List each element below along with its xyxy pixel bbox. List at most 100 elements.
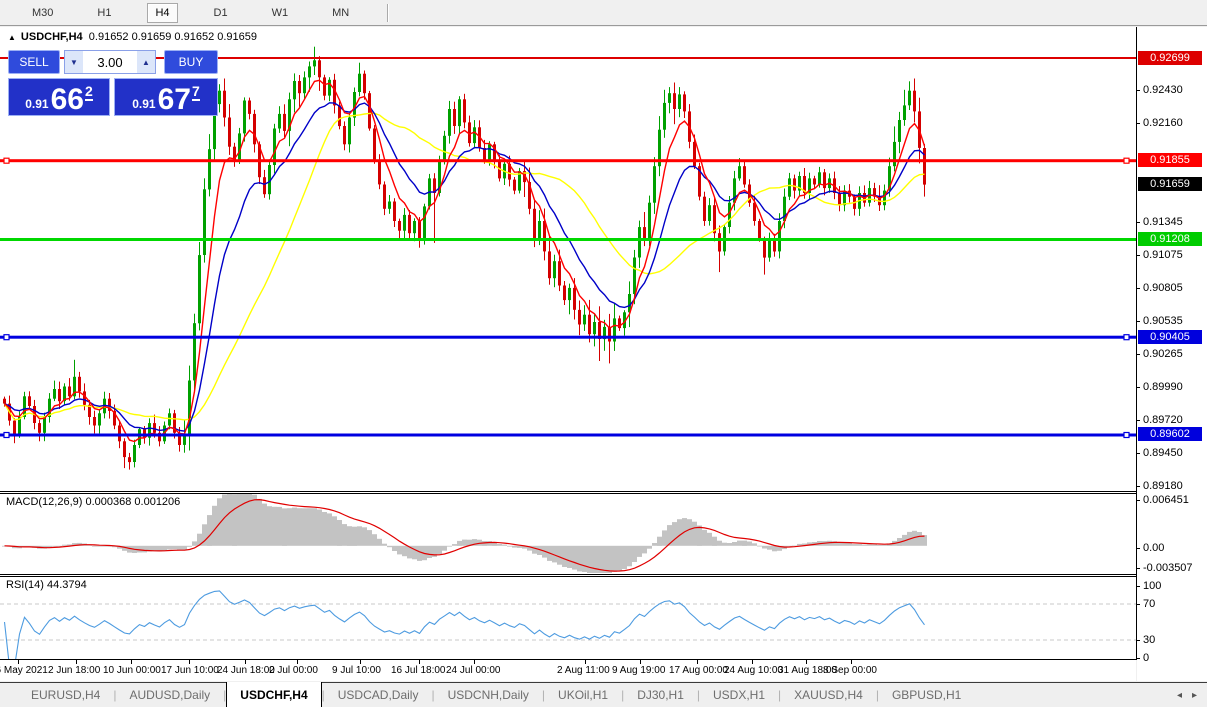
sell-price-box[interactable]: 0.91 66 2 — [8, 78, 110, 116]
time-tick — [585, 660, 586, 664]
time-tick-label: 17 Aug 00:00 — [669, 665, 728, 676]
buy-price-box[interactable]: 0.91 67 7 — [114, 78, 218, 116]
indicator-scale-tick — [1136, 604, 1140, 605]
chart-background — [0, 27, 1136, 681]
indicator-scale-tick — [1136, 640, 1140, 641]
time-tick-label: 17 Jun 10:00 — [161, 665, 219, 676]
price-tick-label: 0.89720 — [1143, 414, 1183, 426]
tab-eurusd-h4[interactable]: EURUSD,H4 — [31, 688, 101, 702]
sell-button[interactable]: SELL — [8, 50, 60, 74]
time-tick — [189, 660, 190, 664]
price-tick-label: 0.90265 — [1143, 348, 1183, 360]
time-tick-label: 10 Jun 00:00 — [103, 665, 161, 676]
indicator-scale-tick — [1136, 586, 1140, 587]
timeframe-button-d1[interactable]: D1 — [213, 6, 228, 19]
macd-label: MACD(12,26,9) 0.000368 0.001206 — [6, 496, 181, 508]
price-tick — [1136, 354, 1140, 355]
price-tick — [1136, 222, 1140, 223]
volume-decrease-icon[interactable]: ▼ — [65, 51, 83, 73]
tab-separator: | — [778, 688, 782, 702]
time-tick-label: 26 May 2021 — [0, 665, 48, 676]
time-tick — [18, 660, 19, 664]
candlestick-chart[interactable] — [0, 27, 1136, 491]
time-tick-label: 8 Sep 00:00 — [823, 665, 877, 676]
timeframe-button-mn[interactable]: MN — [332, 6, 350, 19]
macd-indicator-chart[interactable] — [0, 494, 1136, 574]
buy-price-pip: 7 — [191, 83, 200, 101]
timeframe-button-w1[interactable]: W1 — [271, 6, 289, 19]
rsi-panel-border-bottom — [0, 659, 1136, 660]
tab-separator: | — [621, 688, 625, 702]
timeframe-button-m30[interactable]: M30 — [32, 6, 54, 19]
tab-gbpusd-h1[interactable]: GBPUSD,H1 — [891, 688, 962, 702]
volume-increase-icon[interactable]: ▲ — [137, 51, 155, 73]
indicator-scale-label: 100 — [1143, 580, 1162, 592]
timeframe-button-h1[interactable]: H1 — [97, 6, 112, 19]
time-tick — [851, 660, 852, 664]
tab-scroll-left-icon[interactable]: ◂ — [1176, 689, 1182, 701]
volume-input[interactable] — [83, 51, 137, 73]
time-tick-label: 31 Aug 18:00 — [778, 665, 837, 676]
price-tick — [1136, 123, 1140, 124]
tab-dj30-h1[interactable]: DJ30,H1 — [637, 688, 684, 702]
tab-xauusd-h4[interactable]: XAUUSD,H4 — [794, 688, 863, 702]
tab-separator: | — [223, 688, 227, 702]
time-tick — [419, 660, 420, 664]
indicator-scale-label: 0.00 — [1143, 542, 1165, 554]
price-tick — [1136, 387, 1140, 388]
tab-usdcnh-daily[interactable]: USDCNH,Daily — [447, 688, 529, 702]
tab-audusd-daily[interactable]: AUDUSD,Daily — [129, 688, 211, 702]
rsi-indicator-chart[interactable] — [0, 577, 1136, 659]
price-tick-label: 0.89180 — [1143, 480, 1183, 492]
price-badge-089602: 0.89602 — [1138, 427, 1202, 441]
price-tick — [1136, 255, 1140, 256]
time-tick — [245, 660, 246, 664]
price-badge-090405: 0.90405 — [1138, 330, 1202, 344]
price-tick — [1136, 288, 1140, 289]
timeframe-button-h4[interactable]: H4 — [147, 2, 178, 23]
time-tick-label: 24 Aug 10:00 — [724, 665, 783, 676]
symbol-tab-bar: EURUSD,H4 | AUDUSD,Daily | USDCHF,H4 | USDCAD,… — [0, 682, 1207, 707]
time-tick-label: 16 Jul 18:00 — [391, 665, 446, 676]
time-tick-label: 2 Aug 11:00 — [557, 665, 610, 676]
indicator-scale-label: -0.003507 — [1143, 562, 1193, 574]
tab-scroll-right-icon[interactable]: ▸ — [1191, 689, 1197, 701]
indicator-scale-tick — [1136, 658, 1140, 659]
sell-price-main: 66 — [50, 83, 84, 116]
rsi-panel-border-top — [0, 576, 1136, 577]
time-tick-label: 24 Jun 18:00 — [217, 665, 275, 676]
collapse-arrow-icon[interactable]: ▲ — [8, 33, 16, 42]
main-panel-border — [0, 491, 1136, 492]
time-tick-label: 9 Jul 10:00 — [332, 665, 381, 676]
indicator-scale-label: 0 — [1143, 652, 1150, 664]
macd-panel-border-top — [0, 493, 1136, 494]
indicator-scale-label: 30 — [1143, 634, 1156, 646]
buy-price-prefix: 0.91 — [132, 97, 156, 111]
price-scale-background — [1137, 27, 1207, 681]
price-badge-091208: 0.91208 — [1138, 232, 1202, 246]
price-badge-092699: 0.92699 — [1138, 51, 1202, 65]
tab-usdx-h1[interactable]: USDX,H1 — [713, 688, 766, 702]
indicator-scale-tick — [1136, 548, 1140, 549]
sell-price-pip: 2 — [84, 83, 93, 101]
time-tick-label: 2 Jun 18:00 — [48, 665, 101, 676]
price-tick-label: 0.91345 — [1143, 216, 1183, 228]
tab-usdchf-h4[interactable]: USDCHF,H4 — [226, 682, 322, 707]
price-badge-091855: 0.91855 — [1138, 153, 1202, 167]
macd-panel-border-bottom — [0, 574, 1136, 575]
tab-ukoil-h1[interactable]: UKOil,H1 — [558, 688, 609, 702]
indicator-scale-label: 70 — [1143, 598, 1156, 610]
time-tick — [131, 660, 132, 664]
price-tick-label: 0.92430 — [1143, 84, 1183, 96]
indicator-scale-label: 0.006451 — [1143, 494, 1189, 506]
volume-stepper: ▼ ▲ — [64, 50, 156, 74]
time-tick-label: 9 Aug 19:00 — [612, 665, 666, 676]
timeframe-toolbar: M30 H1 H4 D1 W1 MN — [0, 0, 1207, 26]
tab-separator: | — [113, 688, 117, 702]
time-tick — [360, 660, 361, 664]
buy-button[interactable]: BUY — [164, 50, 218, 74]
price-tick — [1136, 453, 1140, 454]
tab-usdcad-daily[interactable]: USDCAD,Daily — [337, 688, 419, 702]
time-tick — [752, 660, 753, 664]
ohlc-values: 0.91652 0.91659 0.91652 0.91659 — [88, 31, 257, 43]
